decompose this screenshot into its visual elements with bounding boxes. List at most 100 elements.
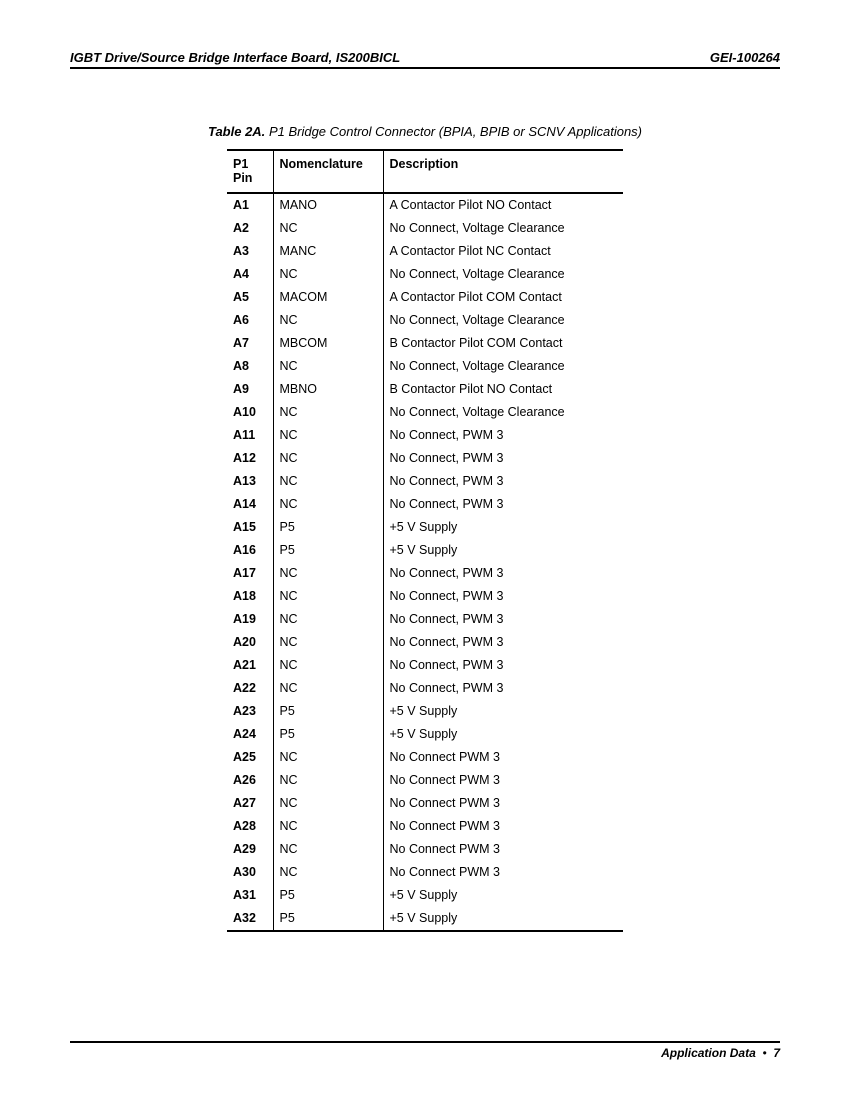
table-row: A21NCNo Connect, PWM 3 — [227, 654, 623, 677]
cell-nomenclature: NC — [273, 792, 383, 815]
cell-pin: A32 — [227, 907, 273, 931]
cell-nomenclature: NC — [273, 585, 383, 608]
cell-pin: A4 — [227, 263, 273, 286]
cell-description: No Connect, Voltage Clearance — [383, 401, 623, 424]
cell-description: No Connect PWM 3 — [383, 861, 623, 884]
cell-pin: A21 — [227, 654, 273, 677]
footer-page-number: 7 — [773, 1046, 780, 1060]
cell-nomenclature: NC — [273, 861, 383, 884]
cell-nomenclature: NC — [273, 355, 383, 378]
footer-bullet: • — [762, 1046, 766, 1060]
table-row: A18NCNo Connect, PWM 3 — [227, 585, 623, 608]
cell-description: No Connect PWM 3 — [383, 746, 623, 769]
cell-pin: A26 — [227, 769, 273, 792]
cell-pin: A15 — [227, 516, 273, 539]
cell-nomenclature: MBCOM — [273, 332, 383, 355]
page-footer: Application Data • 7 — [70, 1041, 780, 1060]
cell-pin: A6 — [227, 309, 273, 332]
cell-pin: A28 — [227, 815, 273, 838]
cell-description: A Contactor Pilot COM Contact — [383, 286, 623, 309]
table-row: A26NCNo Connect PWM 3 — [227, 769, 623, 792]
cell-pin: A9 — [227, 378, 273, 401]
cell-description: No Connect PWM 3 — [383, 815, 623, 838]
table-row: A5MACOMA Contactor Pilot COM Contact — [227, 286, 623, 309]
cell-pin: A25 — [227, 746, 273, 769]
cell-nomenclature: NC — [273, 424, 383, 447]
cell-nomenclature: NC — [273, 654, 383, 677]
table-row: A31P5+5 V Supply — [227, 884, 623, 907]
table-row: A7MBCOMB Contactor Pilot COM Contact — [227, 332, 623, 355]
cell-nomenclature: NC — [273, 470, 383, 493]
table-row: A11NCNo Connect, PWM 3 — [227, 424, 623, 447]
table-row: A24P5+5 V Supply — [227, 723, 623, 746]
cell-nomenclature: NC — [273, 309, 383, 332]
cell-nomenclature: NC — [273, 608, 383, 631]
table-row: A28NCNo Connect PWM 3 — [227, 815, 623, 838]
cell-description: No Connect PWM 3 — [383, 838, 623, 861]
cell-nomenclature: P5 — [273, 539, 383, 562]
cell-pin: A29 — [227, 838, 273, 861]
cell-description: No Connect, Voltage Clearance — [383, 309, 623, 332]
table-row: A3MANCA Contactor Pilot NC Contact — [227, 240, 623, 263]
cell-description: No Connect, PWM 3 — [383, 677, 623, 700]
table-caption-label: Table 2A. — [208, 124, 265, 139]
cell-nomenclature: P5 — [273, 884, 383, 907]
col-header-pin: P1Pin — [227, 150, 273, 193]
cell-description: No Connect, PWM 3 — [383, 654, 623, 677]
cell-pin: A10 — [227, 401, 273, 424]
cell-nomenclature: NC — [273, 769, 383, 792]
table-row: A16P5+5 V Supply — [227, 539, 623, 562]
cell-description: +5 V Supply — [383, 700, 623, 723]
cell-pin: A22 — [227, 677, 273, 700]
table-body: A1MANOA Contactor Pilot NO ContactA2NCNo… — [227, 193, 623, 931]
table-row: A14NCNo Connect, PWM 3 — [227, 493, 623, 516]
cell-pin: A30 — [227, 861, 273, 884]
cell-description: B Contactor Pilot NO Contact — [383, 378, 623, 401]
cell-description: No Connect, PWM 3 — [383, 447, 623, 470]
cell-pin: A13 — [227, 470, 273, 493]
cell-pin: A18 — [227, 585, 273, 608]
cell-description: +5 V Supply — [383, 539, 623, 562]
cell-nomenclature: NC — [273, 217, 383, 240]
table-header-row: P1Pin Nomenclature Description — [227, 150, 623, 193]
cell-description: A Contactor Pilot NO Contact — [383, 193, 623, 217]
cell-description: No Connect, PWM 3 — [383, 470, 623, 493]
cell-nomenclature: NC — [273, 263, 383, 286]
cell-description: No Connect, PWM 3 — [383, 631, 623, 654]
cell-pin: A16 — [227, 539, 273, 562]
cell-description: +5 V Supply — [383, 884, 623, 907]
table-row: A10NCNo Connect, Voltage Clearance — [227, 401, 623, 424]
cell-description: +5 V Supply — [383, 516, 623, 539]
cell-pin: A8 — [227, 355, 273, 378]
cell-description: +5 V Supply — [383, 723, 623, 746]
cell-pin: A2 — [227, 217, 273, 240]
table-row: A6NCNo Connect, Voltage Clearance — [227, 309, 623, 332]
table-row: A25NCNo Connect PWM 3 — [227, 746, 623, 769]
cell-description: No Connect, Voltage Clearance — [383, 263, 623, 286]
cell-nomenclature: P5 — [273, 907, 383, 931]
table-row: A4NCNo Connect, Voltage Clearance — [227, 263, 623, 286]
cell-pin: A11 — [227, 424, 273, 447]
cell-description: A Contactor Pilot NC Contact — [383, 240, 623, 263]
cell-pin: A23 — [227, 700, 273, 723]
header-left: IGBT Drive/Source Bridge Interface Board… — [70, 50, 400, 65]
cell-nomenclature: P5 — [273, 700, 383, 723]
cell-pin: A20 — [227, 631, 273, 654]
cell-pin: A27 — [227, 792, 273, 815]
cell-description: No Connect, Voltage Clearance — [383, 355, 623, 378]
cell-description: No Connect, PWM 3 — [383, 585, 623, 608]
cell-nomenclature: NC — [273, 401, 383, 424]
footer-section: Application Data — [661, 1046, 756, 1060]
table-row: A13NCNo Connect, PWM 3 — [227, 470, 623, 493]
cell-description: No Connect, PWM 3 — [383, 608, 623, 631]
table-row: A8NCNo Connect, Voltage Clearance — [227, 355, 623, 378]
header-right: GEI-100264 — [710, 50, 780, 65]
cell-pin: A3 — [227, 240, 273, 263]
cell-description: No Connect PWM 3 — [383, 792, 623, 815]
cell-nomenclature: NC — [273, 838, 383, 861]
cell-description: +5 V Supply — [383, 907, 623, 931]
cell-description: No Connect, PWM 3 — [383, 562, 623, 585]
cell-pin: A17 — [227, 562, 273, 585]
cell-nomenclature: MANC — [273, 240, 383, 263]
cell-pin: A24 — [227, 723, 273, 746]
